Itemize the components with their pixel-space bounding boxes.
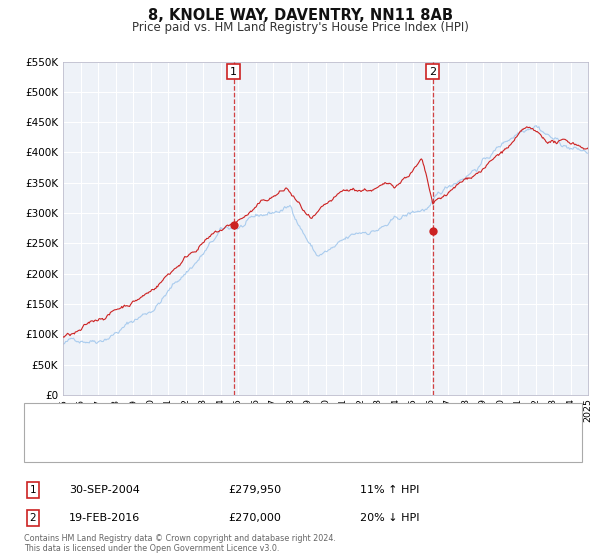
Text: Price paid vs. HM Land Registry's House Price Index (HPI): Price paid vs. HM Land Registry's House … xyxy=(131,21,469,34)
Text: 30-SEP-2004: 30-SEP-2004 xyxy=(69,485,140,495)
Text: 1: 1 xyxy=(230,67,237,77)
Text: £270,000: £270,000 xyxy=(228,513,281,523)
Text: HPI: Average price, detached house, West Northamptonshire: HPI: Average price, detached house, West… xyxy=(69,442,401,452)
Text: 19-FEB-2016: 19-FEB-2016 xyxy=(69,513,140,523)
Text: 8, KNOLE WAY, DAVENTRY, NN11 8AB: 8, KNOLE WAY, DAVENTRY, NN11 8AB xyxy=(148,8,452,24)
Text: £279,950: £279,950 xyxy=(228,485,281,495)
Text: 8, KNOLE WAY, DAVENTRY, NN11 8AB (detached house): 8, KNOLE WAY, DAVENTRY, NN11 8AB (detach… xyxy=(69,414,373,424)
Text: Contains HM Land Registry data © Crown copyright and database right 2024.
This d: Contains HM Land Registry data © Crown c… xyxy=(24,534,336,553)
Text: 1: 1 xyxy=(29,485,37,495)
Text: 2: 2 xyxy=(429,67,436,77)
Text: 2: 2 xyxy=(29,513,37,523)
Text: 20% ↓ HPI: 20% ↓ HPI xyxy=(360,513,419,523)
Text: 11% ↑ HPI: 11% ↑ HPI xyxy=(360,485,419,495)
